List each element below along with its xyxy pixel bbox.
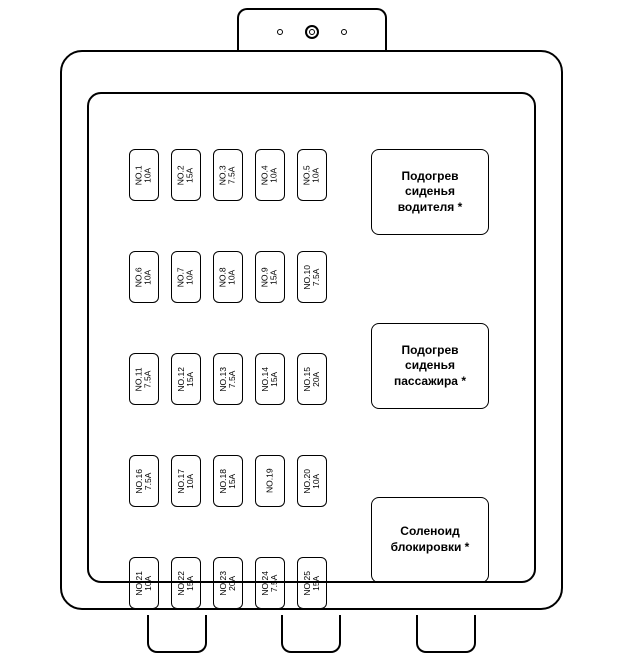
fuse-label: NO.247.5A bbox=[261, 571, 280, 596]
fuse-box-outer: NO.110A NO.215A NO.37.5A NO.410A NO.510A NO.6… bbox=[60, 50, 563, 610]
fuse-label: NO.810A bbox=[219, 267, 238, 287]
relay-module: Подогрев сиденья водителя * bbox=[371, 149, 489, 235]
bottom-tab bbox=[281, 615, 341, 653]
fuse-slot: NO.610A bbox=[129, 251, 159, 303]
fuse-label: NO.37.5A bbox=[219, 165, 238, 185]
bottom-tab bbox=[147, 615, 207, 653]
screw-hole-main-icon bbox=[305, 25, 319, 39]
fuse-row: NO.117.5A NO.1215A NO.137.5A NO.1415A NO.152… bbox=[129, 353, 409, 405]
fuse-amperage: 10A bbox=[312, 469, 321, 494]
fuse-slot: NO.2320A bbox=[213, 557, 243, 609]
top-mounting-tab bbox=[237, 8, 387, 53]
fuse-label: NO.137.5A bbox=[219, 367, 238, 392]
fuse-amperage: 7.5A bbox=[312, 265, 321, 290]
relay-label: Подогрев сиденья водителя * bbox=[376, 169, 484, 216]
fuse-label: NO.167.5A bbox=[135, 469, 154, 494]
fuse-label: NO.1415A bbox=[261, 367, 280, 392]
fuse-amperage: 10A bbox=[270, 165, 279, 185]
fuse-amperage: 7.5A bbox=[144, 469, 153, 494]
fuse-amperage: 15A bbox=[186, 165, 195, 185]
fuse-grid: NO.110A NO.215A NO.37.5A NO.410A NO.510A NO.6… bbox=[129, 149, 409, 609]
fuse-label: NO.107.5A bbox=[303, 265, 322, 290]
fuse-label: NO.117.5A bbox=[135, 367, 154, 391]
screw-hole-icon bbox=[277, 29, 283, 35]
fuse-slot: NO.2110A bbox=[129, 557, 159, 609]
fuse-label: NO.2010A bbox=[303, 469, 322, 494]
fuse-label: NO.2110A bbox=[135, 571, 154, 596]
fuse-label: NO.410A bbox=[261, 165, 280, 185]
bottom-mounting-tabs bbox=[60, 615, 563, 653]
fuse-label: NO.215A bbox=[177, 165, 196, 185]
fuse-label: NO.110A bbox=[135, 165, 154, 185]
fuse-slot: NO.37.5A bbox=[213, 149, 243, 201]
fuse-amperage: 7.5A bbox=[270, 571, 279, 596]
fuse-number: NO.19 bbox=[265, 469, 274, 494]
fuse-amperage: 20A bbox=[312, 367, 321, 392]
fuse-slot: NO.1520A bbox=[297, 353, 327, 405]
screw-hole-icon bbox=[341, 29, 347, 35]
fuse-slot: NO.1710A bbox=[171, 455, 201, 507]
fuse-amperage: 7.5A bbox=[228, 165, 237, 185]
fuse-slot: NO.2010A bbox=[297, 455, 327, 507]
fuse-slot: NO.810A bbox=[213, 251, 243, 303]
fuse-label: NO.1815A bbox=[219, 469, 238, 494]
fuse-amperage: 7.5A bbox=[228, 367, 237, 392]
fuse-amperage: 10A bbox=[228, 267, 237, 287]
relay-module: Подогрев сиденья пассажира * bbox=[371, 323, 489, 409]
fuse-amperage: 10A bbox=[144, 267, 153, 287]
bottom-tab bbox=[416, 615, 476, 653]
fuse-amperage: 10A bbox=[144, 165, 153, 185]
fuse-slot: NO.215A bbox=[171, 149, 201, 201]
fuse-row: NO.2110A NO.2215A NO.2320A NO.247.5A NO.2515… bbox=[129, 557, 409, 609]
fuse-slot: NO.167.5A bbox=[129, 455, 159, 507]
fuse-label: NO.1710A bbox=[177, 469, 196, 494]
fuse-row: NO.110A NO.215A NO.37.5A NO.410A NO.510A bbox=[129, 149, 409, 201]
relay-label: Подогрев сиденья пассажира * bbox=[376, 343, 484, 390]
fuse-label: NO.2515A bbox=[303, 571, 322, 596]
fuse-slot: NO.510A bbox=[297, 149, 327, 201]
fuse-amperage: 20A bbox=[228, 571, 237, 596]
fuse-slot: NO.137.5A bbox=[213, 353, 243, 405]
fuse-row: NO.610A NO.710A NO.810A NO.915A NO.107.5A bbox=[129, 251, 409, 303]
fuse-amperage: 15A bbox=[186, 571, 195, 596]
fuse-amperage: 15A bbox=[312, 571, 321, 596]
fuse-label: NO.710A bbox=[177, 267, 196, 287]
fuse-amperage: 15A bbox=[186, 367, 195, 392]
fuse-label: NO.1520A bbox=[303, 367, 322, 392]
fuse-amperage: 15A bbox=[270, 367, 279, 392]
fuse-slot: NO.110A bbox=[129, 149, 159, 201]
fuse-label: NO.915A bbox=[261, 267, 280, 287]
relay-module: Соленоид блокировки * bbox=[371, 497, 489, 583]
fuse-box-inner: NO.110A NO.215A NO.37.5A NO.410A NO.510A NO.6… bbox=[87, 92, 536, 583]
fuse-slot: NO.117.5A bbox=[129, 353, 159, 405]
fuse-amperage: 10A bbox=[186, 267, 195, 287]
fuse-amperage: 10A bbox=[144, 571, 153, 596]
fuse-slot: NO.2215A bbox=[171, 557, 201, 609]
fuse-row: NO.167.5A NO.1710A NO.1815A NO.19 NO.2010A bbox=[129, 455, 409, 507]
fuse-label: NO.19 bbox=[265, 469, 274, 494]
fuse-label: NO.1215A bbox=[177, 367, 196, 392]
fuse-label: NO.2215A bbox=[177, 571, 196, 596]
fuse-slot: NO.2515A bbox=[297, 557, 327, 609]
relay-label: Соленоид блокировки * bbox=[376, 524, 484, 555]
fuse-label: NO.610A bbox=[135, 267, 154, 287]
fuse-amperage: 10A bbox=[312, 165, 321, 185]
fuse-label: NO.510A bbox=[303, 165, 322, 185]
fuse-amperage: 15A bbox=[228, 469, 237, 494]
fuse-slot: NO.710A bbox=[171, 251, 201, 303]
fuse-slot: NO.1215A bbox=[171, 353, 201, 405]
relay-column: Подогрев сиденья водителя * Подогрев сиде… bbox=[371, 149, 489, 583]
fuse-slot: NO.107.5A bbox=[297, 251, 327, 303]
fuse-amperage: 7.5A bbox=[144, 367, 153, 391]
fuse-slot: NO.19 bbox=[255, 455, 285, 507]
fuse-amperage: 15A bbox=[270, 267, 279, 287]
fuse-slot: NO.915A bbox=[255, 251, 285, 303]
fuse-slot: NO.1815A bbox=[213, 455, 243, 507]
fuse-label: NO.2320A bbox=[219, 571, 238, 596]
fuse-slot: NO.1415A bbox=[255, 353, 285, 405]
fuse-slot: NO.410A bbox=[255, 149, 285, 201]
fuse-slot: NO.247.5A bbox=[255, 557, 285, 609]
fuse-amperage: 10A bbox=[186, 469, 195, 494]
